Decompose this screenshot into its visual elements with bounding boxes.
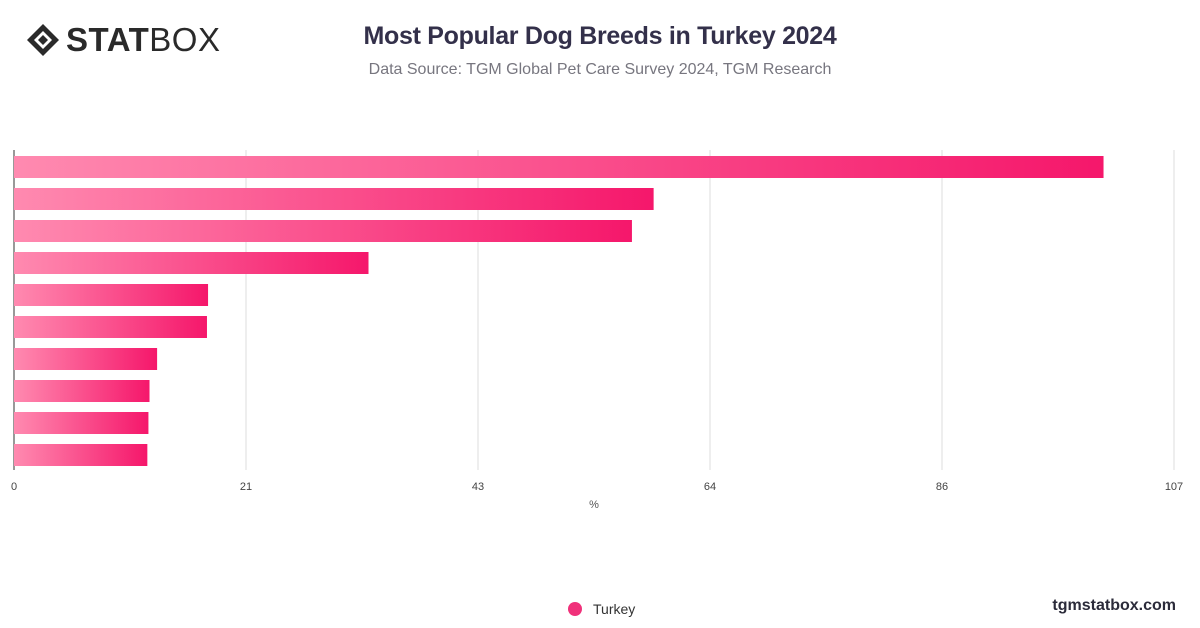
bars xyxy=(14,156,1104,466)
statbox-logo[interactable]: STATBOX xyxy=(26,22,220,58)
legend[interactable]: Turkey xyxy=(568,601,635,617)
bar[interactable] xyxy=(14,412,149,434)
footer-url[interactable]: tgmstatbox.com xyxy=(1052,597,1176,614)
x-tick-label: 0 xyxy=(11,481,17,493)
x-tick-label: 64 xyxy=(704,481,716,493)
diamond-logo-icon xyxy=(27,24,59,56)
logo-text-bold: STAT xyxy=(66,21,150,58)
bar-chart: 0 21 43 64 86 107 % xyxy=(11,150,1183,511)
bar[interactable] xyxy=(14,444,148,466)
bar[interactable] xyxy=(14,252,369,274)
x-tick-label: 43 xyxy=(472,481,484,493)
x-axis-ticks: 0 21 43 64 86 107 xyxy=(11,481,1183,493)
x-tick-label: 86 xyxy=(936,481,948,493)
chart-title: Most Popular Dog Breeds in Turkey 2024 xyxy=(363,22,837,50)
x-tick-label: 21 xyxy=(240,481,252,493)
logo-wordmark: STATBOX xyxy=(66,22,220,58)
bar[interactable] xyxy=(14,188,654,210)
bar[interactable] xyxy=(14,316,207,338)
legend-label-turkey: Turkey xyxy=(593,601,636,617)
bar[interactable] xyxy=(14,156,1104,178)
legend-marker xyxy=(568,602,582,616)
x-axis-label: % xyxy=(589,499,599,511)
x-tick-label: 107 xyxy=(1165,481,1183,493)
chart-subtitle: Data Source: TGM Global Pet Care Survey … xyxy=(368,61,832,78)
logo-text-light: BOX xyxy=(149,21,221,58)
bar[interactable] xyxy=(14,220,632,242)
bar[interactable] xyxy=(14,284,209,306)
bar[interactable] xyxy=(14,380,150,402)
bar[interactable] xyxy=(14,348,158,370)
